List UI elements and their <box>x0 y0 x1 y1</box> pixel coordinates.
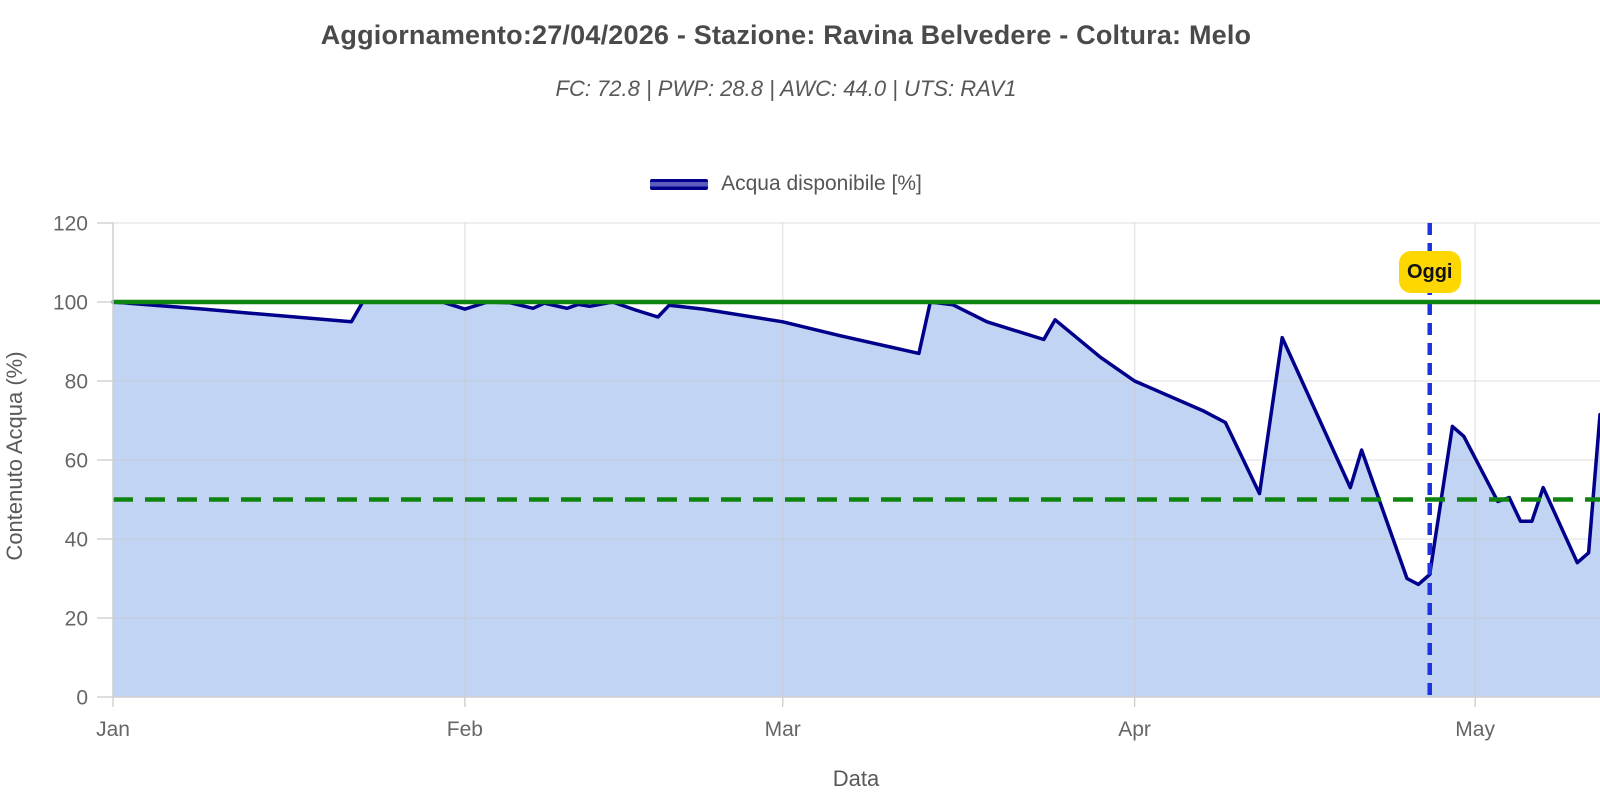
y-tick-label: 40 <box>65 529 88 552</box>
y-tick-label: 100 <box>53 292 88 315</box>
legend-line-swatch-icon <box>650 178 709 190</box>
x-tick-label: Apr <box>1118 718 1151 741</box>
page-title: Aggiornamento:27/04/2026 - Stazione: Rav… <box>0 20 1572 51</box>
y-tick-label: 20 <box>65 608 88 631</box>
y-tick-label: 0 <box>76 687 88 710</box>
legend: Acqua disponibile [%] <box>0 172 1572 196</box>
y-tick-label: 80 <box>65 371 88 394</box>
legend-item-acqua-disponibile[interactable]: Acqua disponibile [%] <box>650 172 922 196</box>
today-badge-label: Oggi <box>1406 260 1453 283</box>
x-tick-label: Feb <box>447 718 483 741</box>
legend-label: Acqua disponibile [%] <box>721 172 922 195</box>
chart-title-text: Aggiornamento:27/04/2026 - Stazione: Rav… <box>320 20 1252 50</box>
chart-subtitle: FC: 72.8 | PWP: 28.8 | AWC: 44.0 | UTS: … <box>0 76 1572 102</box>
x-tick-label: Mar <box>765 718 801 741</box>
reference-line-layer <box>113 299 1600 502</box>
y-tick-label: 60 <box>65 450 88 473</box>
y-axis-title: Contenuto Acqua (%) <box>2 351 27 560</box>
x-axis-title: Data <box>833 766 880 791</box>
chart-subtitle-text: FC: 72.8 | PWP: 28.8 | AWC: 44.0 | UTS: … <box>555 76 1017 101</box>
x-tick-label: May <box>1455 718 1495 741</box>
x-tick-label: Jan <box>96 718 130 741</box>
y-tick-label: 120 <box>53 213 88 236</box>
today-badge: Oggi <box>1398 251 1461 293</box>
axis-layer: 0 20 40 60 80 100 120 Jan Feb Mar Apr May <box>53 213 1600 741</box>
